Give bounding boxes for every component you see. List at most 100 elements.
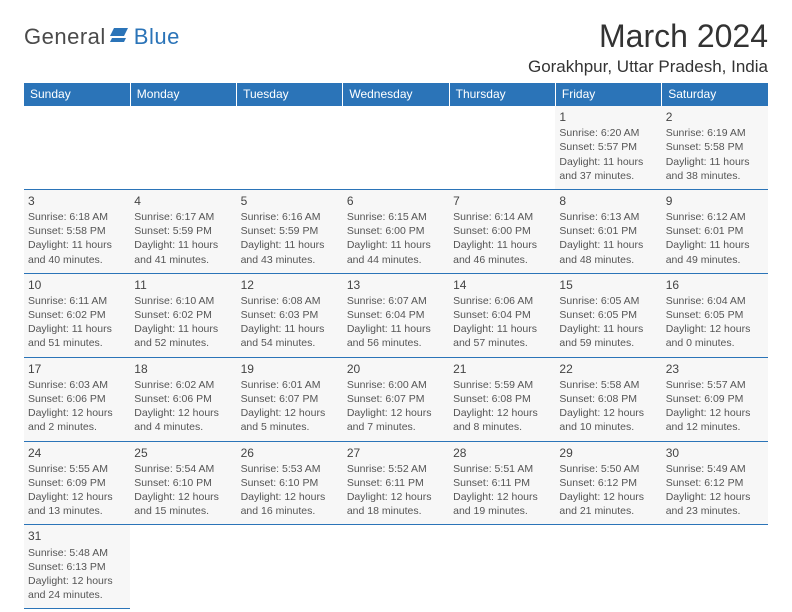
- day-header: Tuesday: [237, 83, 343, 106]
- day-number: 21: [453, 361, 551, 377]
- day-header: Wednesday: [343, 83, 449, 106]
- daylight-line: Daylight: 12 hours and 4 minutes.: [134, 406, 232, 434]
- calendar-cell: 1Sunrise: 6:20 AMSunset: 5:57 PMDaylight…: [555, 106, 661, 190]
- day-number: 15: [559, 277, 657, 293]
- sunrise-line: Sunrise: 5:57 AM: [666, 378, 764, 392]
- calendar-cell-empty: [449, 106, 555, 190]
- sunset-line: Sunset: 6:05 PM: [666, 308, 764, 322]
- calendar-cell: 10Sunrise: 6:11 AMSunset: 6:02 PMDayligh…: [24, 273, 130, 357]
- daylight-line: Daylight: 11 hours and 37 minutes.: [559, 155, 657, 183]
- sunset-line: Sunset: 6:09 PM: [28, 476, 126, 490]
- day-number: 5: [241, 193, 339, 209]
- day-number: 16: [666, 277, 764, 293]
- sunset-line: Sunset: 6:01 PM: [666, 224, 764, 238]
- sunset-line: Sunset: 6:12 PM: [666, 476, 764, 490]
- sunset-line: Sunset: 6:01 PM: [559, 224, 657, 238]
- sunset-line: Sunset: 6:03 PM: [241, 308, 339, 322]
- sunset-line: Sunset: 6:07 PM: [241, 392, 339, 406]
- calendar-row: 10Sunrise: 6:11 AMSunset: 6:02 PMDayligh…: [24, 273, 768, 357]
- daylight-line: Daylight: 11 hours and 48 minutes.: [559, 238, 657, 266]
- sunrise-line: Sunrise: 5:59 AM: [453, 378, 551, 392]
- day-header-row: SundayMondayTuesdayWednesdayThursdayFrid…: [24, 83, 768, 106]
- daylight-line: Daylight: 12 hours and 2 minutes.: [28, 406, 126, 434]
- calendar-cell: 19Sunrise: 6:01 AMSunset: 6:07 PMDayligh…: [237, 357, 343, 441]
- calendar-cell: 5Sunrise: 6:16 AMSunset: 5:59 PMDaylight…: [237, 189, 343, 273]
- calendar-cell-empty: [555, 525, 661, 609]
- sunrise-line: Sunrise: 6:10 AM: [134, 294, 232, 308]
- daylight-line: Daylight: 12 hours and 23 minutes.: [666, 490, 764, 518]
- daylight-line: Daylight: 11 hours and 41 minutes.: [134, 238, 232, 266]
- daylight-line: Daylight: 11 hours and 43 minutes.: [241, 238, 339, 266]
- day-number: 10: [28, 277, 126, 293]
- daylight-line: Daylight: 11 hours and 54 minutes.: [241, 322, 339, 350]
- sunset-line: Sunset: 6:07 PM: [347, 392, 445, 406]
- day-number: 23: [666, 361, 764, 377]
- logo: General Blue: [24, 18, 180, 50]
- day-number: 9: [666, 193, 764, 209]
- daylight-line: Daylight: 11 hours and 57 minutes.: [453, 322, 551, 350]
- sunset-line: Sunset: 6:04 PM: [453, 308, 551, 322]
- calendar-cell: 7Sunrise: 6:14 AMSunset: 6:00 PMDaylight…: [449, 189, 555, 273]
- calendar-cell: 22Sunrise: 5:58 AMSunset: 6:08 PMDayligh…: [555, 357, 661, 441]
- sunset-line: Sunset: 6:09 PM: [666, 392, 764, 406]
- calendar-cell-empty: [24, 106, 130, 190]
- calendar-cell: 25Sunrise: 5:54 AMSunset: 6:10 PMDayligh…: [130, 441, 236, 525]
- sunrise-line: Sunrise: 6:14 AM: [453, 210, 551, 224]
- calendar-cell: 28Sunrise: 5:51 AMSunset: 6:11 PMDayligh…: [449, 441, 555, 525]
- calendar-row: 31Sunrise: 5:48 AMSunset: 6:13 PMDayligh…: [24, 525, 768, 609]
- sunrise-line: Sunrise: 5:52 AM: [347, 462, 445, 476]
- sunset-line: Sunset: 6:13 PM: [28, 560, 126, 574]
- day-header: Friday: [555, 83, 661, 106]
- day-header: Sunday: [24, 83, 130, 106]
- calendar-cell: 17Sunrise: 6:03 AMSunset: 6:06 PMDayligh…: [24, 357, 130, 441]
- sunset-line: Sunset: 5:58 PM: [28, 224, 126, 238]
- daylight-line: Daylight: 11 hours and 40 minutes.: [28, 238, 126, 266]
- day-number: 27: [347, 445, 445, 461]
- calendar-row: 24Sunrise: 5:55 AMSunset: 6:09 PMDayligh…: [24, 441, 768, 525]
- sunrise-line: Sunrise: 6:08 AM: [241, 294, 339, 308]
- sunset-line: Sunset: 6:11 PM: [453, 476, 551, 490]
- calendar-cell-empty: [343, 525, 449, 609]
- sunrise-line: Sunrise: 6:17 AM: [134, 210, 232, 224]
- day-number: 30: [666, 445, 764, 461]
- calendar-table: SundayMondayTuesdayWednesdayThursdayFrid…: [24, 83, 768, 609]
- daylight-line: Daylight: 12 hours and 7 minutes.: [347, 406, 445, 434]
- sunrise-line: Sunrise: 5:58 AM: [559, 378, 657, 392]
- sunset-line: Sunset: 6:06 PM: [28, 392, 126, 406]
- day-number: 24: [28, 445, 126, 461]
- daylight-line: Daylight: 12 hours and 15 minutes.: [134, 490, 232, 518]
- daylight-line: Daylight: 11 hours and 46 minutes.: [453, 238, 551, 266]
- sunset-line: Sunset: 5:57 PM: [559, 140, 657, 154]
- calendar-cell: 31Sunrise: 5:48 AMSunset: 6:13 PMDayligh…: [24, 525, 130, 609]
- calendar-cell-empty: [237, 525, 343, 609]
- calendar-cell-empty: [449, 525, 555, 609]
- calendar-cell: 30Sunrise: 5:49 AMSunset: 6:12 PMDayligh…: [662, 441, 768, 525]
- day-number: 3: [28, 193, 126, 209]
- day-number: 13: [347, 277, 445, 293]
- sunset-line: Sunset: 6:04 PM: [347, 308, 445, 322]
- sunrise-line: Sunrise: 6:03 AM: [28, 378, 126, 392]
- sunset-line: Sunset: 5:59 PM: [241, 224, 339, 238]
- daylight-line: Daylight: 12 hours and 0 minutes.: [666, 322, 764, 350]
- day-number: 12: [241, 277, 339, 293]
- calendar-row: 3Sunrise: 6:18 AMSunset: 5:58 PMDaylight…: [24, 189, 768, 273]
- daylight-line: Daylight: 12 hours and 21 minutes.: [559, 490, 657, 518]
- page-header: General Blue March 2024 Gorakhpur, Uttar…: [24, 18, 768, 77]
- calendar-cell-empty: [130, 106, 236, 190]
- day-number: 2: [666, 109, 764, 125]
- sunset-line: Sunset: 6:06 PM: [134, 392, 232, 406]
- calendar-cell: 12Sunrise: 6:08 AMSunset: 6:03 PMDayligh…: [237, 273, 343, 357]
- day-number: 20: [347, 361, 445, 377]
- daylight-line: Daylight: 11 hours and 49 minutes.: [666, 238, 764, 266]
- sunset-line: Sunset: 6:10 PM: [241, 476, 339, 490]
- calendar-cell: 8Sunrise: 6:13 AMSunset: 6:01 PMDaylight…: [555, 189, 661, 273]
- calendar-cell-empty: [130, 525, 236, 609]
- daylight-line: Daylight: 12 hours and 5 minutes.: [241, 406, 339, 434]
- day-number: 17: [28, 361, 126, 377]
- day-number: 26: [241, 445, 339, 461]
- calendar-cell: 24Sunrise: 5:55 AMSunset: 6:09 PMDayligh…: [24, 441, 130, 525]
- calendar-cell: 11Sunrise: 6:10 AMSunset: 6:02 PMDayligh…: [130, 273, 236, 357]
- calendar-cell-empty: [343, 106, 449, 190]
- sunset-line: Sunset: 6:10 PM: [134, 476, 232, 490]
- daylight-line: Daylight: 11 hours and 38 minutes.: [666, 155, 764, 183]
